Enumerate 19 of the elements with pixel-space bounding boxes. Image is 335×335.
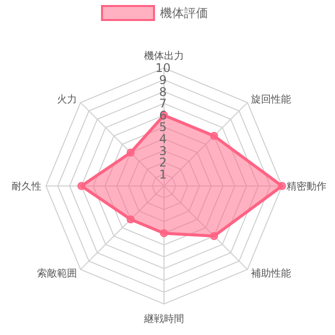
spoke-label: 機体出力 bbox=[144, 50, 184, 62]
spoke-label: 旋回性能 bbox=[250, 94, 291, 106]
spoke-label: 火力 bbox=[57, 94, 78, 106]
spoke-label: 継戦時間 bbox=[143, 313, 184, 326]
y-tick-label: 4 bbox=[159, 132, 167, 146]
y-tick-label: 6 bbox=[159, 108, 167, 122]
spoke-label: 耐久性 bbox=[11, 180, 42, 192]
y-tick-label: 10 bbox=[155, 61, 171, 76]
y-tick-label: 8 bbox=[159, 84, 167, 99]
spoke-label: 精密動作 bbox=[286, 180, 327, 192]
y-tick-label: 7 bbox=[159, 96, 167, 111]
y-tick-label: 3 bbox=[159, 144, 167, 158]
spoke-label: 索敵範囲 bbox=[37, 267, 78, 280]
y-tick-label: 5 bbox=[159, 120, 167, 134]
y-tick-label: 2 bbox=[159, 156, 167, 170]
legend-label: 機体評価 bbox=[160, 6, 208, 20]
spoke-label: 補助性能 bbox=[250, 267, 291, 280]
y-tick-label: 1 bbox=[159, 167, 167, 182]
y-tick-label: 9 bbox=[159, 73, 167, 87]
